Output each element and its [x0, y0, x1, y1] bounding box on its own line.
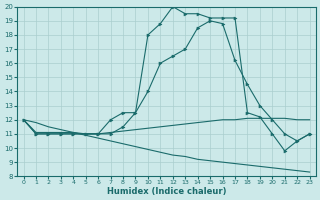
X-axis label: Humidex (Indice chaleur): Humidex (Indice chaleur) — [107, 187, 226, 196]
